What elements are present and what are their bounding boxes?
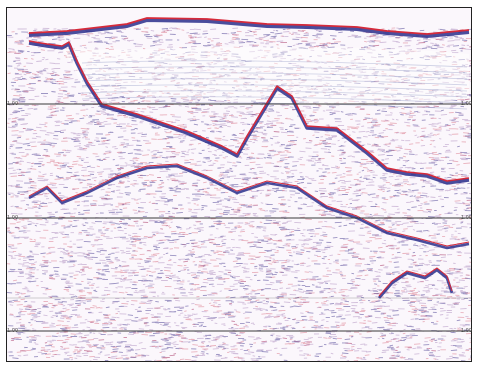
timing-label-right-3: 1.00: [460, 328, 472, 334]
basement-reflector-peak: [28, 40, 470, 182]
deep-feature-reflector-trough: [377, 268, 454, 299]
sediment-layer: [81, 84, 468, 92]
sediment-layer: [81, 78, 468, 86]
timing-label-right-1: 1.00: [460, 101, 472, 107]
sediment-layer: [81, 72, 468, 80]
timing-label-left-3: 1.00: [7, 328, 19, 334]
seafloor-reflector-trough: [28, 18, 470, 38]
timing-label-left-1: 1.00: [7, 101, 19, 107]
section-background: [7, 8, 471, 361]
basement-reflector-trough: [28, 41, 470, 185]
sediment-layer: [81, 90, 468, 98]
deep-reflector-peak: [28, 163, 470, 247]
sediment-layer: [81, 60, 468, 68]
timing-label-left-2: 1.00: [7, 215, 19, 221]
seismic-section: [7, 8, 471, 361]
timing-label-right-2: 1.00: [460, 215, 472, 221]
deep-reflector-trough: [28, 164, 470, 250]
seafloor-reflector-peak: [28, 17, 470, 35]
upper-sediment-fill: [62, 46, 469, 106]
noise-texture: [7, 27, 471, 361]
sediment-layer: [81, 66, 468, 74]
sediment-layer: [81, 96, 468, 104]
seismic-section-frame: 1.00 1.00 1.00 1.00 1.00 1.00: [6, 7, 472, 362]
noise-texture: [7, 27, 471, 361]
deep-feature-reflector-peak: [378, 267, 453, 297]
seismic-section-image: [7, 8, 471, 361]
